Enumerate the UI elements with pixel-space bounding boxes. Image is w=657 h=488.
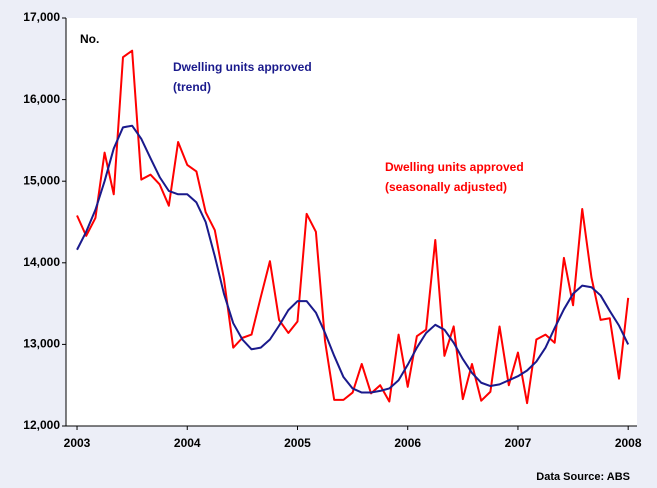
y-tick-label: 12,000 bbox=[23, 418, 60, 432]
y-tick-label: 16,000 bbox=[23, 92, 60, 106]
annotation: No. bbox=[80, 32, 99, 46]
annotation: Dwelling units approved bbox=[173, 60, 312, 74]
x-tick-label: 2006 bbox=[394, 436, 421, 450]
x-tick-label: 2003 bbox=[64, 436, 91, 450]
plot-area bbox=[66, 18, 637, 426]
x-tick-label: 2007 bbox=[505, 436, 532, 450]
annotation: (trend) bbox=[173, 80, 211, 94]
series-line bbox=[76, 124, 630, 394]
y-tick-label: 13,000 bbox=[23, 337, 60, 351]
x-tick-label: 2004 bbox=[174, 436, 201, 450]
y-tick-label: 14,000 bbox=[23, 255, 60, 269]
y-tick-label: 15,000 bbox=[23, 173, 60, 187]
x-tick-label: 2005 bbox=[284, 436, 311, 450]
series-line bbox=[76, 49, 630, 405]
annotation: (seasonally adjusted) bbox=[385, 180, 507, 194]
y-tick-label: 17,000 bbox=[23, 10, 60, 24]
source: Data Source: ABS bbox=[536, 471, 630, 483]
x-tick-label: 2008 bbox=[615, 436, 642, 450]
annotation: Dwelling units approved bbox=[385, 160, 524, 174]
